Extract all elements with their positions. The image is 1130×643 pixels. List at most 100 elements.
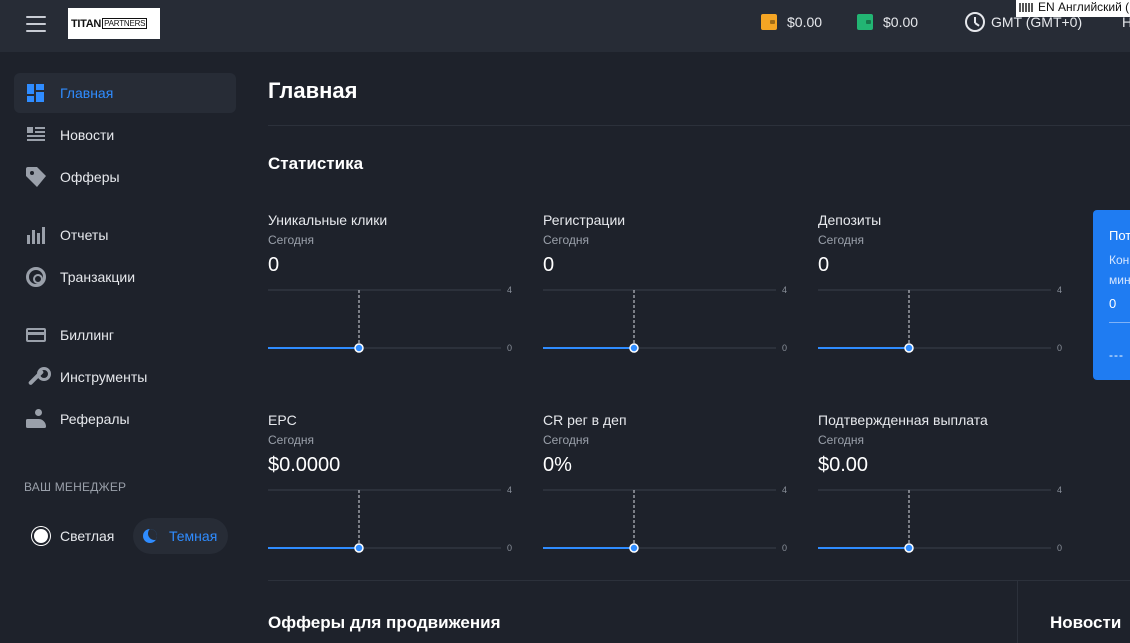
sidebar-item-label: Главная [60,85,114,101]
sidebar-item-billing[interactable]: Биллинг [14,315,236,355]
section-divider [268,580,1130,581]
stat-name: Подтвержденная выплата [818,412,988,428]
header-cut-text[interactable]: H [1122,14,1130,30]
credit-card-icon [26,325,46,345]
stat-name: Уникальные клики [268,212,388,228]
y-tick-label: 4 [507,485,512,495]
sidebar-item-news[interactable]: Новости [14,115,236,155]
stat-period: Сегодня [543,433,589,447]
sidebar-item-label: Биллинг [60,327,115,343]
sun-icon [34,529,48,543]
theme-dark-button[interactable]: Темная [133,518,228,554]
sidebar-item-referrals[interactable]: Рефералы [14,399,236,439]
stat-sparkline: 40 [818,485,1062,553]
promo-text-line: мин [1109,273,1130,287]
language-tooltip: EN Английский ( [1016,0,1130,17]
moon-icon [143,529,157,543]
sidebar-item-label: Рефералы [60,411,130,427]
balance-secondary[interactable]: $0.00 [857,14,918,30]
promo-text-line: Кон [1109,253,1130,267]
data-point [354,543,364,553]
y-tick-label: 0 [782,343,787,353]
sidebar-item-label: Офферы [60,169,120,185]
sidebar-item-home[interactable]: Главная [14,73,236,113]
promo-title: Пот [1109,228,1130,243]
timezone-label: GMT (GMT+0) [991,14,1083,30]
stat-sparkline: 40 [268,285,512,353]
stat-sparkline: 40 [818,285,1062,353]
stat-value: 0 [543,254,555,276]
sidebar-item-reports[interactable]: Отчеты [14,215,236,255]
logo-sub-text: PARTNERS [102,18,148,29]
top-bar: TITAN PARTNERS $0.00 $0.00 GMT (GMT+0) E… [0,0,1130,52]
timezone-selector[interactable]: GMT (GMT+0) [965,12,1082,32]
wallet-icon [761,14,777,30]
clock-icon [965,12,985,32]
stat-period: Сегодня [543,233,589,247]
y-tick-label: 4 [782,485,787,495]
theme-light-label: Светлая [60,528,115,544]
stat-name: Регистрации [543,212,626,228]
menu-icon[interactable] [26,16,46,32]
stat-period: Сегодня [268,233,314,247]
theme-light-button[interactable]: Светлая [24,518,124,554]
data-point [904,343,914,353]
data-point [904,543,914,553]
bar-chart-icon [26,225,46,245]
stat-value: 0 [268,254,280,276]
promo-dashes: --- [1109,348,1124,362]
sidebar-item-label: Отчеты [60,227,109,243]
stat-sparkline: 40 [543,485,787,553]
logo[interactable]: TITAN PARTNERS [68,8,160,39]
keyboard-icon [1019,3,1033,12]
y-tick-label: 4 [782,285,787,295]
stat-value: 0 [818,254,830,276]
language-tooltip-text: EN Английский ( [1038,0,1130,14]
y-tick-label: 4 [1057,285,1062,295]
y-tick-label: 0 [1057,343,1062,353]
wrench-icon [26,367,51,387]
referral-icon [26,409,46,429]
dashboard-icon [26,83,46,103]
promo-card[interactable]: Пот Кон мин 0 --- [1093,210,1130,380]
stat-period: Сегодня [268,433,314,447]
stat-value: 0% [543,454,572,476]
promo-divider [1109,322,1130,323]
balance-main[interactable]: $0.00 [761,14,822,30]
news-title: Новости [1050,613,1122,632]
stat-period: Сегодня [818,433,864,447]
data-point [354,343,364,353]
stat-value: $0.00 [818,454,869,476]
sidebar-item-tools[interactable]: Инструменты [14,357,236,397]
sidebar-item-label: Инструменты [60,369,148,385]
news-icon [26,125,46,145]
balance-secondary-value: $0.00 [883,14,919,30]
stat-name: CR рег в деп [543,412,627,428]
stats-title: Статистика [268,154,364,173]
theme-dark-label: Темная [169,528,218,544]
header-divider [268,125,1130,126]
wallet-icon [857,14,873,30]
sidebar-item-transactions[interactable]: Транзакции [14,257,236,297]
main-content: Главная Статистика Уникальные клики Сего… [250,52,1130,643]
stat-value: $0.0000 [268,454,341,476]
stat-period: Сегодня [818,233,864,247]
promo-text: Кон мин [1109,250,1130,290]
stat-name: Депозиты [818,212,882,228]
sidebar: Главная Новости Офферы Отчеты Транзакции [0,52,250,643]
tag-icon [26,167,46,187]
data-point [629,543,639,553]
y-tick-label: 0 [1057,543,1062,553]
y-tick-label: 0 [507,543,512,553]
y-tick-label: 0 [507,343,512,353]
sidebar-item-offers[interactable]: Офферы [14,157,236,197]
transactions-icon [26,267,46,287]
stat-sparkline: 40 [543,285,787,353]
page-title: Главная [268,78,358,103]
column-divider [1017,580,1018,643]
